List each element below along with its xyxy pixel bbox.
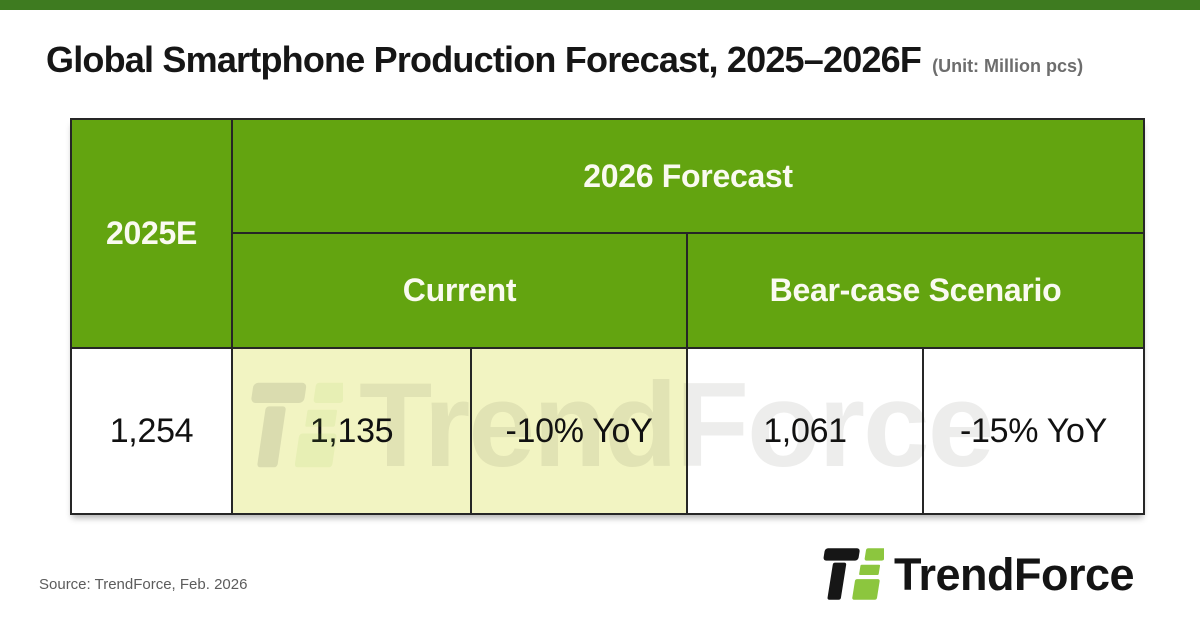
top-accent-bar bbox=[0, 0, 1200, 10]
cell-bear-case-value: 1,061 bbox=[686, 347, 924, 515]
unit-note: (Unit: Million pcs) bbox=[932, 56, 1084, 76]
cell-current-value: 1,135 bbox=[231, 347, 472, 515]
trendforce-logo-text: TrendForce bbox=[894, 548, 1135, 600]
trendforce-logo-icon bbox=[823, 548, 884, 600]
header-cell-current: Current bbox=[231, 232, 688, 349]
header-cell-bear-case: Bear-case Scenario bbox=[685, 232, 1146, 349]
source-note: Source: TrendForce, Feb. 2026 bbox=[39, 576, 248, 593]
table-row: 1,254 1,135 -10% YoY 1,061 -15% YoY bbox=[70, 347, 1146, 515]
forecast-table-wrap: 2025E 2026 Forecast Current Bear-case Sc… bbox=[70, 118, 1146, 515]
forecast-table: 2025E 2026 Forecast Current Bear-case Sc… bbox=[70, 118, 1146, 515]
cell-2025e-value: 1,254 bbox=[70, 347, 233, 515]
trendforce-logo: TrendForce bbox=[818, 545, 1135, 603]
header-cell-2026-forecast: 2026 Forecast bbox=[230, 118, 1146, 234]
page-title: Global Smartphone Production Forecast, 2… bbox=[46, 39, 922, 80]
cell-bear-case-yoy: -15% YoY bbox=[921, 347, 1146, 515]
page-title-row: Global Smartphone Production Forecast, 2… bbox=[46, 40, 1083, 80]
header-cell-2025e: 2025E bbox=[70, 118, 233, 349]
cell-current-yoy: -10% YoY bbox=[470, 347, 688, 515]
